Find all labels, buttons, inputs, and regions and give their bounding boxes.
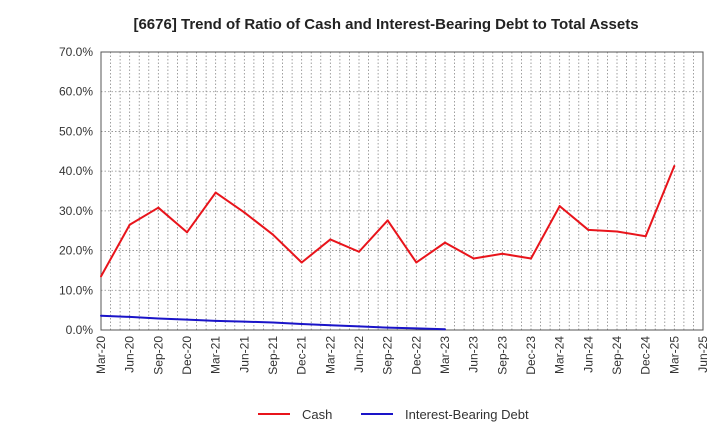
grid bbox=[101, 52, 703, 330]
x-tick-label: Jun-25 bbox=[696, 336, 710, 373]
x-tick-label: Mar-23 bbox=[438, 336, 452, 374]
x-tick-label: Mar-20 bbox=[94, 336, 108, 374]
x-tick-label: Jun-22 bbox=[352, 336, 366, 373]
data-point-interest-bearing-debt bbox=[186, 318, 188, 321]
data-point-cash bbox=[616, 230, 618, 233]
data-point-interest-bearing-debt bbox=[415, 327, 418, 330]
x-tick-label: Mar-24 bbox=[553, 336, 567, 374]
y-tick-label: 50.0% bbox=[59, 124, 93, 138]
y-tick-label: 60.0% bbox=[59, 85, 93, 99]
y-tick-label: 0.0% bbox=[66, 323, 94, 337]
x-tick-label: Dec-22 bbox=[409, 336, 423, 375]
data-point-cash bbox=[530, 257, 532, 260]
data-point-cash bbox=[587, 228, 590, 231]
x-tick-label: Dec-21 bbox=[295, 336, 309, 375]
x-tick-label: Sep-24 bbox=[610, 336, 624, 375]
data-point-interest-bearing-debt bbox=[329, 324, 332, 327]
x-tick-label: Sep-21 bbox=[266, 336, 280, 375]
data-point-cash bbox=[472, 257, 475, 260]
data-point-interest-bearing-debt bbox=[214, 319, 217, 322]
data-point-cash bbox=[100, 275, 102, 278]
x-tick-label: Sep-20 bbox=[151, 336, 165, 375]
data-point-cash bbox=[673, 164, 676, 167]
data-point-cash bbox=[444, 241, 446, 244]
data-point-interest-bearing-debt bbox=[272, 321, 274, 324]
y-tick-label: 20.0% bbox=[59, 244, 93, 258]
data-point-interest-bearing-debt bbox=[100, 314, 102, 317]
data-point-interest-bearing-debt bbox=[157, 317, 160, 320]
data-point-cash bbox=[272, 233, 274, 236]
data-point-cash bbox=[644, 235, 647, 238]
data-point-interest-bearing-debt bbox=[300, 323, 303, 326]
chart-title: [6676] Trend of Ratio of Cash and Intere… bbox=[133, 16, 638, 33]
x-tick-label: Jun-23 bbox=[467, 336, 481, 373]
y-axis: 0.0% 10.0% 20.0% 30.0% 40.0% 50.0% 60.0% 70.0% bbox=[59, 45, 93, 337]
data-point-cash bbox=[501, 252, 504, 255]
data-point-cash bbox=[386, 219, 389, 222]
y-tick-label: 70.0% bbox=[59, 45, 93, 59]
x-tick-label: Sep-23 bbox=[495, 336, 509, 375]
legend: Cash Interest-Bearing Debt bbox=[258, 407, 529, 422]
series-lines bbox=[100, 164, 676, 331]
y-tick-label: 40.0% bbox=[59, 164, 93, 178]
data-point-interest-bearing-debt bbox=[358, 325, 360, 328]
legend-label-cash: Cash bbox=[302, 407, 332, 422]
y-tick-label: 10.0% bbox=[59, 283, 93, 297]
data-point-interest-bearing-debt bbox=[444, 328, 446, 331]
x-tick-label: Dec-24 bbox=[639, 336, 653, 375]
data-point-cash bbox=[157, 206, 160, 209]
data-point-cash bbox=[243, 211, 246, 214]
data-point-cash bbox=[214, 191, 217, 194]
data-point-cash bbox=[358, 250, 360, 253]
x-axis: Mar-20 Jun-20 Sep-20 Dec-20 Mar-21 Jun-21 Sep-… bbox=[94, 336, 710, 375]
x-tick-label: Dec-23 bbox=[524, 336, 538, 375]
legend-label-interest-bearing-debt: Interest-Bearing Debt bbox=[405, 407, 529, 422]
x-tick-label: Jun-24 bbox=[581, 336, 595, 373]
data-point-cash bbox=[415, 261, 418, 264]
x-tick-label: Mar-22 bbox=[323, 336, 337, 374]
data-point-interest-bearing-debt bbox=[128, 315, 131, 318]
plot-area bbox=[100, 51, 704, 331]
data-point-interest-bearing-debt bbox=[386, 326, 389, 329]
x-tick-label: Mar-21 bbox=[209, 336, 223, 374]
x-tick-label: Mar-25 bbox=[667, 336, 681, 374]
y-tick-label: 30.0% bbox=[59, 204, 93, 218]
x-tick-label: Jun-20 bbox=[123, 336, 137, 373]
x-tick-label: Dec-20 bbox=[180, 336, 194, 375]
data-point-cash bbox=[128, 223, 131, 226]
data-point-cash bbox=[558, 205, 561, 208]
data-point-cash bbox=[186, 231, 188, 234]
x-tick-label: Sep-22 bbox=[381, 336, 395, 375]
data-point-cash bbox=[300, 261, 303, 264]
data-point-interest-bearing-debt bbox=[243, 320, 246, 323]
x-tick-label: Jun-21 bbox=[237, 336, 251, 373]
data-point-cash bbox=[329, 238, 332, 241]
